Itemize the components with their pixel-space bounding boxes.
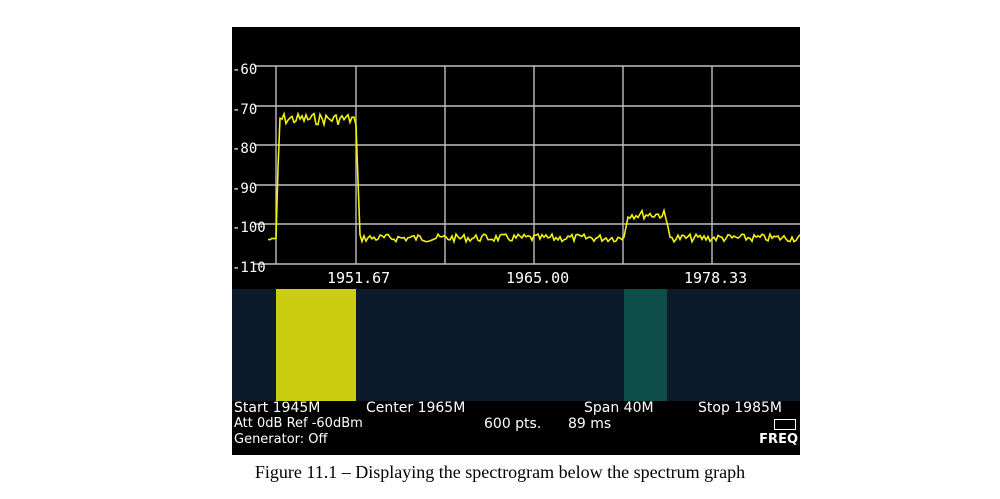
generator-status: Generator: Off — [234, 432, 328, 447]
y-tick-label: -110 — [232, 260, 266, 276]
y-tick-label: -100 — [232, 220, 266, 236]
start-frequency[interactable]: Start 1945M — [234, 400, 321, 416]
spectrogram-band-strong — [276, 289, 356, 401]
battery-icon — [774, 419, 796, 430]
spectrogram — [232, 289, 800, 401]
mode-label[interactable]: FREQ — [759, 432, 798, 447]
points-count: 600 pts. — [484, 416, 542, 432]
y-tick-label: -80 — [232, 141, 258, 157]
analyzer-screen: -60 -70 -80 -90 -100 -110 1951.67 1965.0… — [232, 27, 800, 455]
x-tick-label: 1951.67 — [327, 269, 391, 287]
y-tick-label: -90 — [232, 181, 258, 197]
y-tick-label: -70 — [232, 102, 258, 118]
sweep-time: 89 ms — [568, 416, 612, 432]
stop-frequency[interactable]: Stop 1985M — [698, 400, 782, 416]
spectrum-graph — [254, 65, 800, 265]
spectrum-trace — [267, 111, 800, 245]
graph-grid — [254, 65, 800, 265]
y-tick-label: -60 — [232, 62, 258, 78]
span-frequency[interactable]: Span 40M — [584, 400, 654, 416]
center-frequency[interactable]: Center 1965M — [366, 400, 466, 416]
attenuation-reference: Att 0dB Ref -60dBm — [234, 416, 363, 431]
x-tick-label: 1978.33 — [684, 269, 748, 287]
figure-caption: Figure 11.1 – Displaying the spectrogram… — [254, 462, 746, 482]
x-tick-label: 1965.00 — [506, 269, 570, 287]
spectrogram-band-weak — [624, 289, 667, 401]
